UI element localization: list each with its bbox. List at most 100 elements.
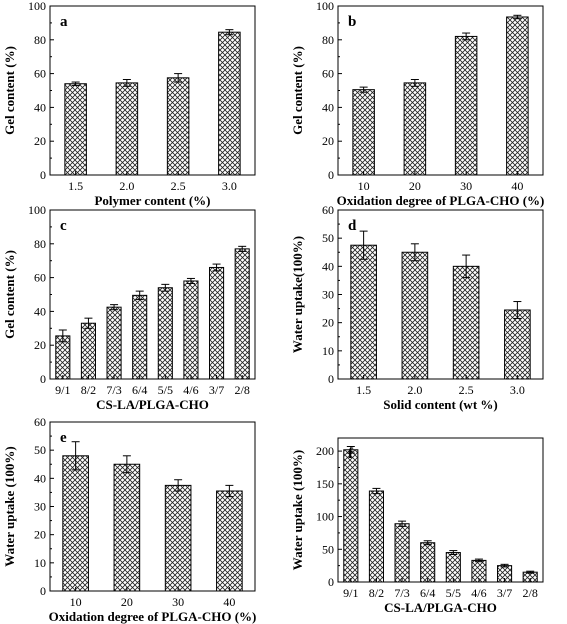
bar — [113, 463, 141, 592]
x-tick-label: 4/6 — [183, 383, 198, 397]
bar — [209, 266, 225, 380]
y-tick-label: 30 — [322, 288, 334, 302]
x-axis-label: CS-LA/PLGA-CHO — [384, 600, 497, 615]
y-tick-label: 80 — [34, 33, 46, 47]
y-tick-label: 100 — [28, 0, 46, 13]
y-tick-label: 100 — [316, 0, 334, 13]
x-tick-label: 5/5 — [158, 383, 173, 397]
y-tick-label: 0 — [40, 168, 46, 182]
x-tick-label: 7/3 — [106, 383, 121, 397]
bar — [164, 484, 192, 592]
x-tick-label: 8/2 — [81, 383, 96, 397]
y-tick-label: 20 — [34, 528, 46, 542]
bar — [403, 82, 427, 176]
bar — [55, 335, 71, 380]
panel-letter: c — [60, 218, 67, 234]
bar — [132, 294, 148, 380]
y-tick-label: 60 — [34, 271, 46, 285]
bar — [157, 287, 173, 380]
y-tick-label: 40 — [322, 259, 334, 273]
bar — [218, 31, 241, 176]
y-tick-label: 0 — [40, 372, 46, 386]
panel-a: 0 20 40 60 80 100 1.5 2.0 2.5 3.0 Polymer content … — [2, 0, 256, 208]
x-tick-label: 20 — [409, 179, 421, 193]
y-tick-label: 150 — [316, 477, 334, 491]
bar — [350, 244, 377, 380]
x-tick-label: 5/5 — [446, 586, 461, 600]
x-axis-label: Polymer content (%) — [94, 193, 210, 208]
x-tick-label: 40 — [511, 179, 523, 193]
bar — [506, 16, 529, 176]
x-tick-label: 2.0 — [119, 179, 134, 193]
bar — [234, 248, 250, 380]
x-tick-label: 3.0 — [222, 179, 237, 193]
bar — [401, 251, 429, 380]
x-tick-label: 10 — [358, 179, 370, 193]
x-tick-label: 40 — [223, 595, 235, 609]
y-tick-label: 80 — [34, 237, 46, 251]
bar — [166, 77, 190, 176]
bar — [420, 542, 436, 583]
panel-c: 0 20 40 60 80 100 9/1 8/2 7/3 6/4 5/5 4/6 3/7 2/8 CS-L… — [2, 203, 256, 412]
y-axis-label: Gel content (%) — [2, 250, 17, 339]
bar — [454, 35, 478, 176]
y-tick-label: 100 — [28, 203, 46, 217]
x-tick-label: 7/3 — [394, 586, 409, 600]
panel-d: 0 10 20 30 40 50 60 1.5 2.0 2.5 3.0 Solid content (… — [290, 203, 544, 412]
y-tick-label: 40 — [322, 100, 334, 114]
y-tick-label: 20 — [322, 134, 334, 148]
bar — [352, 89, 375, 176]
y-tick-label: 50 — [34, 443, 46, 457]
panel-letter: e — [60, 430, 67, 446]
y-tick-label: 10 — [322, 344, 334, 358]
y-tick-label: 60 — [322, 203, 334, 217]
x-tick-label: 6/4 — [420, 586, 435, 600]
y-tick-label: 0 — [328, 575, 334, 589]
x-tick-label: 2/8 — [523, 586, 538, 600]
bar — [216, 490, 243, 592]
panel-letter: a — [60, 14, 68, 30]
bar — [504, 309, 531, 380]
x-tick-label: 9/1 — [343, 586, 358, 600]
x-tick-label: 9/1 — [55, 383, 70, 397]
panel-f: 0 50 100 150 200 9/1 8/2 7/3 6/4 5/5 4/6 3/7 2/8 CS-L… — [290, 437, 544, 615]
y-tick-label: 80 — [322, 33, 334, 47]
x-tick-label: 3/7 — [497, 586, 512, 600]
x-tick-label: 2.5 — [459, 383, 474, 397]
x-axis-label: Oxidation degree of PLGA-CHO (%) — [337, 193, 545, 208]
y-tick-label: 40 — [34, 100, 46, 114]
y-tick-label: 0 — [328, 168, 334, 182]
y-tick-label: 200 — [316, 444, 334, 458]
panel-letter: b — [348, 14, 356, 30]
y-tick-label: 20 — [34, 338, 46, 352]
x-tick-label: 2.5 — [171, 179, 186, 193]
y-tick-label: 100 — [316, 510, 334, 524]
y-axis-label: Gel content (%) — [2, 46, 17, 135]
bar — [62, 455, 89, 592]
x-tick-label: 1.5 — [68, 179, 83, 193]
x-axis-label: Oxidation degree of PLGA-CHO (%) — [49, 609, 257, 624]
x-tick-label: 3/7 — [209, 383, 224, 397]
y-axis-label: Gel content (%) — [290, 46, 305, 135]
y-axis-label: Water uptake (100%) — [290, 450, 305, 570]
x-tick-label: 30 — [460, 179, 472, 193]
panel-letter: f — [348, 446, 354, 462]
bar — [394, 523, 410, 583]
x-tick-label: 10 — [70, 595, 82, 609]
x-tick-label: 2/8 — [235, 383, 250, 397]
y-tick-label: 20 — [322, 316, 334, 330]
panel-letter: d — [348, 218, 357, 234]
x-tick-label: 8/2 — [369, 586, 384, 600]
y-tick-label: 10 — [34, 556, 46, 570]
x-axis-label: CS-LA/PLGA-CHO — [96, 397, 209, 412]
y-tick-label: 60 — [34, 415, 46, 429]
y-tick-label: 60 — [322, 67, 334, 81]
y-tick-label: 30 — [34, 500, 46, 514]
y-tick-label: 20 — [34, 134, 46, 148]
x-tick-label: 30 — [172, 595, 184, 609]
y-tick-label: 0 — [328, 372, 334, 386]
bar — [64, 83, 87, 176]
